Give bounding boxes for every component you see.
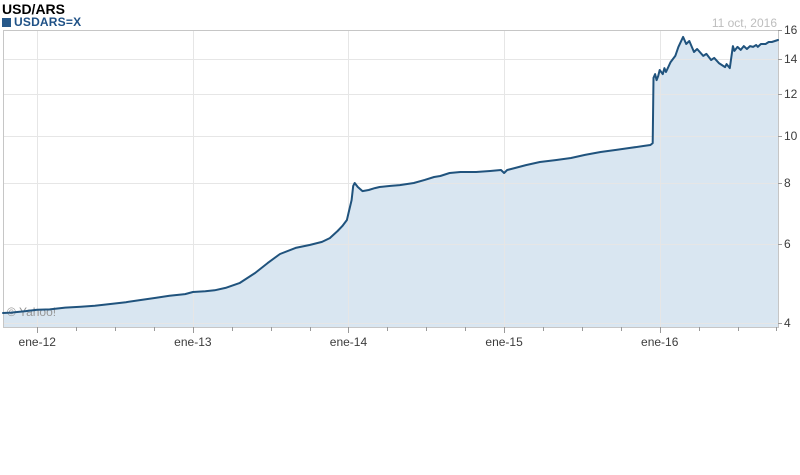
legend: USDARS=X xyxy=(2,15,81,29)
page-title: USD/ARS xyxy=(2,1,66,17)
x-tick-label: ene-14 xyxy=(330,335,368,349)
y-tick-label: 6 xyxy=(784,237,791,251)
plot-border xyxy=(3,30,779,328)
area-fill-group xyxy=(3,36,778,328)
watermark-group: © Yahoo! xyxy=(7,305,56,319)
area-fill xyxy=(3,36,778,328)
x-tick-label: ene-16 xyxy=(641,335,679,349)
legend-color-swatch xyxy=(2,17,11,27)
legend-symbol-label: USDARS=X xyxy=(14,15,82,29)
y-tick-label: 8 xyxy=(784,176,791,190)
yahoo-watermark: © Yahoo! xyxy=(7,305,56,319)
y-tick-label: 12 xyxy=(784,87,798,101)
x-tick-label: ene-15 xyxy=(485,335,523,349)
x-tick-label: ene-12 xyxy=(19,335,57,349)
y-tick-label: 16 xyxy=(784,23,798,37)
axis-ticks xyxy=(37,30,782,333)
x-axis-labels: ene-12 ene-13 ene-14 ene-15 ene-16 xyxy=(19,335,679,349)
x-tick-label: ene-13 xyxy=(174,335,212,349)
price-line xyxy=(2,35,779,314)
y-axis-labels: 16 14 12 10 8 6 4 xyxy=(784,23,798,330)
axis-frame xyxy=(3,30,779,328)
y-tick-label: 4 xyxy=(784,316,791,330)
date-label: 11 oct, 2016 xyxy=(711,16,777,30)
price-line-group xyxy=(2,35,779,314)
y-tick-label: 10 xyxy=(784,129,798,143)
y-tick-label: 14 xyxy=(784,52,798,66)
